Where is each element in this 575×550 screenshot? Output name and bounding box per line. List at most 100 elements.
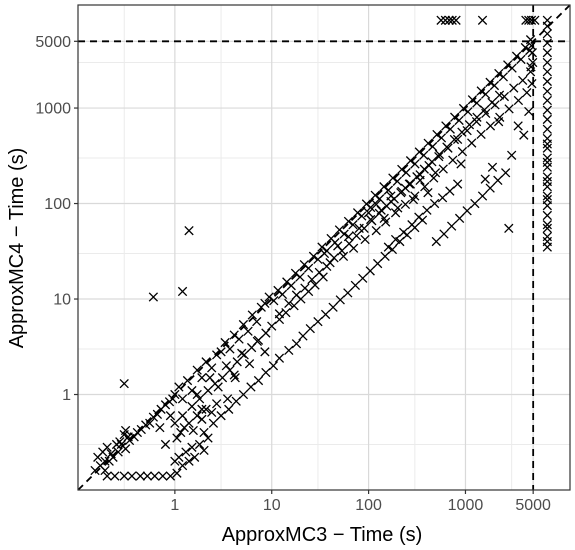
data-point: [472, 98, 482, 108]
data-point: [100, 465, 110, 476]
data-point: [252, 336, 262, 347]
data-point: [472, 112, 482, 122]
data-point: [462, 206, 472, 216]
data-point: [303, 263, 314, 273]
x-axis-label: ApproxMC3 − Time (s): [222, 524, 423, 546]
data-point: [430, 168, 441, 178]
data-point: [291, 290, 302, 300]
data-point: [145, 418, 155, 428]
data-point: [509, 83, 519, 93]
data-point: [360, 234, 370, 245]
data-point: [317, 242, 327, 252]
data-point: [432, 129, 442, 140]
data-point: [446, 221, 457, 231]
data-point: [525, 35, 536, 45]
data-point: [192, 411, 202, 421]
data-point: [542, 105, 552, 115]
data-point: [274, 353, 285, 363]
data-point: [498, 72, 508, 82]
data-point: [434, 151, 444, 162]
data-point: [208, 418, 219, 428]
data-point: [174, 452, 184, 462]
data-point: [527, 79, 537, 89]
data-point: [530, 15, 540, 25]
data-point: [542, 29, 552, 39]
y-tick-label: 1: [62, 387, 71, 404]
data-point: [542, 223, 552, 233]
data-point: [234, 334, 244, 344]
panel-border: [77, 4, 571, 491]
data-point: [393, 203, 403, 213]
data-point: [187, 385, 197, 396]
data-point: [184, 225, 194, 236]
data-point: [113, 447, 123, 457]
data-point: [216, 347, 226, 357]
data-point: [298, 331, 308, 341]
data-point: [427, 157, 437, 167]
data-point: [542, 95, 552, 106]
data-point: [392, 176, 402, 186]
data-point: [485, 77, 495, 87]
data-point: [408, 194, 419, 205]
data-point: [542, 57, 552, 68]
data-point: [184, 418, 194, 428]
data-point: [542, 124, 552, 134]
data-point: [348, 220, 358, 230]
data-point: [365, 202, 376, 213]
data-point: [542, 236, 552, 247]
data-point: [442, 142, 452, 152]
data-point: [525, 45, 535, 56]
data-point: [494, 68, 504, 79]
data-point: [120, 425, 131, 436]
data-point: [295, 272, 305, 282]
data-point: [93, 452, 103, 462]
data-point: [476, 86, 486, 96]
data-point: [192, 365, 202, 375]
data-point: [487, 162, 498, 172]
y-tick-label: 5000: [35, 34, 71, 51]
data-point: [261, 367, 271, 378]
data-point: [487, 97, 497, 108]
x-tick-label: 5000: [515, 497, 551, 514]
data-point: [383, 185, 394, 195]
x-axis-ticks: 1 10 100 1000 5000: [170, 490, 551, 514]
data-point: [102, 442, 112, 452]
data-point: [247, 310, 257, 320]
data-point: [148, 292, 159, 302]
data-point: [467, 95, 478, 105]
data-point: [520, 42, 530, 53]
data-point: [352, 208, 363, 218]
data-point: [444, 15, 454, 25]
data-point: [400, 183, 411, 193]
x-tick-label: 10: [263, 497, 281, 514]
data-point: [170, 418, 180, 428]
data-point: [220, 337, 230, 348]
data-point: [462, 125, 472, 136]
data-point: [542, 48, 552, 58]
data-point: [436, 15, 446, 25]
data-point: [401, 167, 411, 178]
data-point: [542, 157, 552, 168]
data-point: [243, 326, 253, 336]
data-point: [181, 447, 191, 457]
data-point: [397, 164, 407, 175]
data-point: [307, 274, 317, 285]
data-point: [374, 194, 385, 204]
data-point: [110, 471, 120, 481]
data-point: [300, 283, 310, 293]
data-point: [456, 159, 466, 169]
data-point: [189, 452, 200, 462]
data-point: [261, 328, 271, 338]
data-point: [542, 176, 552, 187]
data-point: [419, 164, 429, 174]
data-point: [217, 373, 228, 383]
data-point: [203, 433, 213, 443]
data-point: [168, 394, 178, 404]
data-point: [414, 212, 424, 222]
data-point: [454, 115, 464, 126]
y-tick-label: 1000: [35, 101, 71, 118]
data-point: [192, 389, 202, 400]
data-point: [106, 449, 116, 459]
data-point: [382, 201, 392, 211]
data-point: [513, 95, 524, 106]
